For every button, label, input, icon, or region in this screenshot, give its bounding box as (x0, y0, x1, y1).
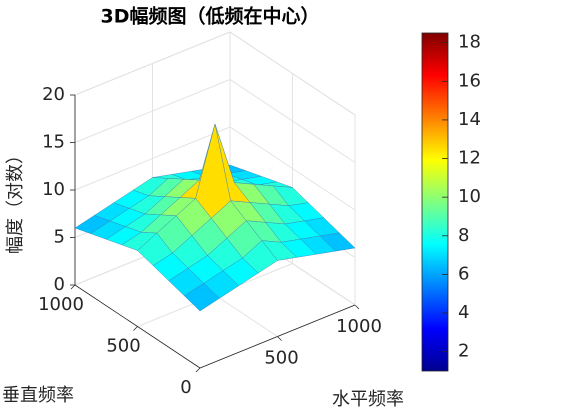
tick-mark (133, 326, 138, 331)
z-tick-label: 20 (42, 84, 65, 105)
chart-title: 3D幅频图（低频在中心） (101, 5, 320, 28)
colorbar (421, 32, 449, 372)
tick-mark (354, 304, 360, 310)
x-tick-label: 500 (264, 348, 298, 369)
y-axis (74, 284, 201, 369)
surface (74, 123, 356, 312)
y-tick-label: 500 (106, 336, 140, 357)
colorbar-tick-label: 10 (458, 186, 481, 207)
z-axis-label: 幅度（对数） (5, 146, 26, 254)
y-tick-label: 1000 (38, 294, 84, 315)
colorbar-tick-label: 2 (458, 341, 469, 362)
y-axis-label: 垂直频率 (2, 385, 74, 406)
x-axis-label: 水平频率 (332, 389, 404, 410)
z-tick-label: 10 (42, 179, 65, 200)
z-tick-label: 5 (54, 227, 65, 248)
colorbar-tick-label: 18 (458, 32, 481, 53)
tick-mark (195, 367, 201, 373)
colorbar-tick-label: 14 (458, 109, 481, 130)
z-tick-label: 15 (42, 132, 65, 153)
colorbar-tick-label: 8 (458, 225, 469, 246)
colorbar-tick-label: 12 (458, 148, 481, 169)
grid-line (137, 73, 293, 327)
x-axis (199, 304, 356, 369)
z-tick-label: 0 (54, 274, 65, 295)
tick-mark (70, 284, 76, 290)
colorbar-tick-label: 16 (458, 70, 481, 91)
tick-mark (277, 336, 282, 341)
grid-line (74, 31, 356, 116)
colorbar-tick-label: 6 (458, 263, 469, 284)
y-tick-label: 0 (180, 377, 191, 398)
surface-cell (184, 282, 220, 312)
colorbar-tick-label: 4 (458, 302, 469, 323)
x-tick-label: 1000 (336, 316, 382, 337)
